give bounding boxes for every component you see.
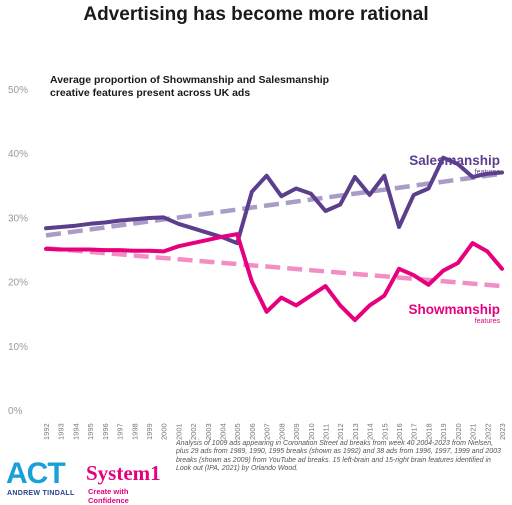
x-tick-label: 2019 <box>439 423 448 440</box>
x-tick-label: 2010 <box>307 423 316 440</box>
x-tick-label: 2020 <box>454 423 463 440</box>
source-note: Analysis of 1009 ads appearing in Corona… <box>176 440 501 472</box>
x-tick-label: 2004 <box>219 423 228 440</box>
y-tick-label: 20% <box>8 278 28 289</box>
x-tick-label: 2001 <box>174 423 183 440</box>
x-tick-label: 2012 <box>336 423 345 440</box>
footer-logos: ACT ANDREW TINDALL System1 Create with C… <box>6 457 166 505</box>
system1-tagline: Create with Confidence <box>88 487 129 505</box>
trend-line-salesmanship <box>45 171 503 238</box>
y-tick-label: 40% <box>8 149 28 160</box>
x-tick-label: 1994 <box>71 423 80 440</box>
y-tick-label: 10% <box>8 342 28 353</box>
x-tick-label: 2018 <box>424 423 433 440</box>
chart-subtitle: Average proportion of Showmanship and Sa… <box>50 74 329 86</box>
x-tick-label: 2011 <box>321 424 330 440</box>
series-label-sub: features <box>475 169 501 176</box>
x-tick-label: 2014 <box>366 423 375 440</box>
x-tick-label: 1996 <box>101 423 110 440</box>
x-tick-label: 2015 <box>380 423 389 440</box>
system1-logo: System1 <box>86 461 161 485</box>
x-tick-label: 2003 <box>204 423 213 440</box>
x-tick-label: 2008 <box>277 423 286 440</box>
series-label-sub: features <box>475 318 501 325</box>
x-tick-label: 2002 <box>189 423 198 440</box>
x-tick-label: 2022 <box>483 423 492 440</box>
y-axis: 0% 10% 20% 30% 40% 50% <box>8 85 28 417</box>
x-tick-label: 1993 <box>57 423 66 440</box>
x-tick-label: 2005 <box>233 423 242 440</box>
x-tick-label: 2016 <box>395 423 404 440</box>
series-label-showmanship: Showmanship <box>408 302 500 317</box>
act-logo-subtitle: ANDREW TINDALL <box>7 490 75 497</box>
series-line-showmanship <box>44 232 504 323</box>
x-tick-label: 1995 <box>86 423 95 440</box>
act-logo: ACT <box>6 457 66 490</box>
x-tick-label: 2013 <box>351 423 360 440</box>
y-tick-label: 30% <box>8 213 28 224</box>
y-tick-label: 0% <box>8 406 23 417</box>
x-tick-label: 1992 <box>42 423 51 440</box>
x-tick-label: 2017 <box>410 423 419 440</box>
page-title: Advertising has become more rational <box>83 4 429 25</box>
x-tick-label: 2000 <box>160 423 169 440</box>
y-tick-label: 50% <box>8 85 28 96</box>
trend-line-showmanship <box>45 245 503 289</box>
x-tick-label: 2007 <box>263 423 272 440</box>
x-tick-label: 2021 <box>469 423 478 440</box>
x-tick-label: 1997 <box>116 423 125 440</box>
x-tick-label: 2023 <box>498 423 507 440</box>
x-tick-label: 2009 <box>292 423 301 440</box>
x-tick-label: 1999 <box>145 423 154 440</box>
trend-lines <box>45 171 503 289</box>
x-axis: 1992 1993 1994 1995 1996 1997 1998 1999 2000 2001… <box>42 423 507 440</box>
series-label-salesmanship: Salesmanship <box>409 153 500 168</box>
chart-subtitle: creative features present across UK ads <box>50 87 250 99</box>
x-tick-label: 2006 <box>248 423 257 440</box>
series-line-salesmanship <box>44 155 504 246</box>
x-tick-label: 1998 <box>130 423 139 440</box>
series-lines <box>44 155 504 323</box>
